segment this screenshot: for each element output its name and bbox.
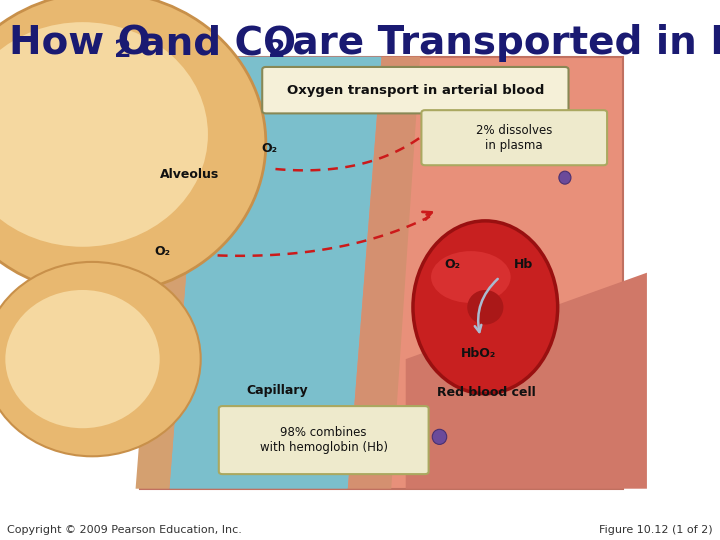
Text: are Transported in Blood: are Transported in Blood xyxy=(279,24,720,62)
Text: Copyright © 2009 Pearson Education, Inc.: Copyright © 2009 Pearson Education, Inc. xyxy=(7,524,242,535)
Ellipse shape xyxy=(467,290,503,325)
Ellipse shape xyxy=(514,100,558,134)
Text: How O: How O xyxy=(9,24,150,62)
Text: HbO₂: HbO₂ xyxy=(462,347,497,360)
FancyBboxPatch shape xyxy=(219,406,428,474)
Text: Alveolus: Alveolus xyxy=(160,167,219,181)
Ellipse shape xyxy=(0,0,266,294)
Text: O₂: O₂ xyxy=(155,245,171,259)
FancyBboxPatch shape xyxy=(262,67,569,113)
Polygon shape xyxy=(140,57,623,489)
Ellipse shape xyxy=(413,221,558,394)
Text: and CO: and CO xyxy=(126,24,296,62)
Polygon shape xyxy=(348,57,420,489)
Text: O₂: O₂ xyxy=(261,141,277,155)
Ellipse shape xyxy=(5,290,160,428)
Text: 2: 2 xyxy=(268,38,285,62)
Text: 2% dissolves
in plasma: 2% dissolves in plasma xyxy=(476,124,552,152)
Ellipse shape xyxy=(480,87,496,104)
Text: O₂: O₂ xyxy=(444,258,460,272)
Polygon shape xyxy=(406,273,647,489)
Text: 2: 2 xyxy=(114,38,131,62)
Text: Figure 10.12 (1 of 2): Figure 10.12 (1 of 2) xyxy=(599,524,713,535)
Text: Hb: Hb xyxy=(514,258,534,272)
Text: Capillary: Capillary xyxy=(246,383,308,397)
Ellipse shape xyxy=(431,251,510,303)
Ellipse shape xyxy=(0,262,201,456)
Text: 98% combines
with hemoglobin (Hb): 98% combines with hemoglobin (Hb) xyxy=(260,426,387,454)
Text: Red blood cell: Red blood cell xyxy=(437,386,536,399)
Polygon shape xyxy=(135,57,203,489)
FancyBboxPatch shape xyxy=(421,110,607,165)
Ellipse shape xyxy=(559,171,571,184)
Ellipse shape xyxy=(432,429,446,444)
Polygon shape xyxy=(169,57,382,489)
Text: Oxygen transport in arterial blood: Oxygen transport in arterial blood xyxy=(287,84,544,97)
Ellipse shape xyxy=(0,22,208,247)
